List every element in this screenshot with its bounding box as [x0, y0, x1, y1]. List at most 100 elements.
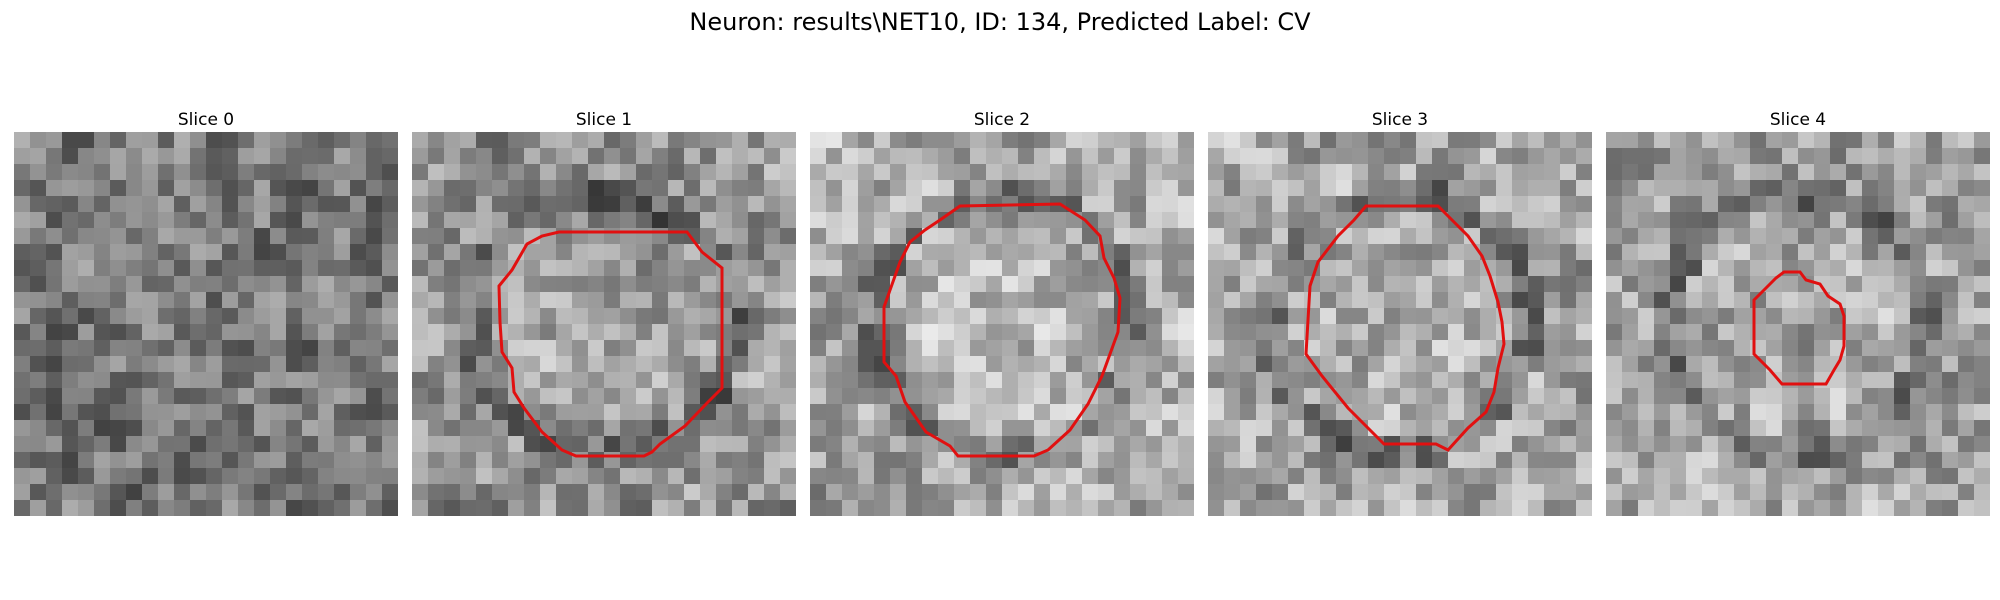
- image-pixel: [1178, 356, 1194, 373]
- image-pixel: [206, 388, 223, 405]
- image-pixel: [1638, 132, 1655, 149]
- image-pixel: [1496, 148, 1513, 165]
- image-pixel: [1162, 196, 1179, 213]
- image-pixel: [476, 468, 493, 485]
- image-pixel: [1240, 180, 1257, 197]
- image-pixel: [1862, 452, 1879, 469]
- image-pixel: [1766, 260, 1783, 277]
- image-pixel: [158, 132, 175, 149]
- image-pixel: [890, 484, 907, 501]
- image-pixel: [412, 500, 429, 516]
- image-pixel: [238, 340, 255, 357]
- image-pixel: [1622, 420, 1639, 437]
- image-pixel: [524, 164, 541, 181]
- image-pixel: [954, 372, 971, 389]
- image-pixel: [334, 404, 351, 421]
- image-pixel: [476, 308, 493, 325]
- image-pixel: [428, 260, 445, 277]
- image-pixel: [858, 340, 875, 357]
- image-pixel: [1432, 260, 1449, 277]
- image-pixel: [716, 500, 733, 516]
- image-pixel: [1272, 308, 1289, 325]
- image-pixel: [1942, 148, 1959, 165]
- image-pixel: [1352, 164, 1369, 181]
- image-pixel: [1528, 420, 1545, 437]
- image-pixel: [1910, 404, 1927, 421]
- image-pixel: [906, 340, 923, 357]
- image-pixel: [254, 372, 271, 389]
- image-pixel: [1766, 420, 1783, 437]
- image-pixel: [1926, 308, 1943, 325]
- image-pixel: [874, 420, 891, 437]
- image-pixel: [1066, 356, 1083, 373]
- image-pixel: [732, 340, 749, 357]
- image-pixel: [732, 196, 749, 213]
- image-pixel: [206, 436, 223, 453]
- image-pixel: [764, 308, 781, 325]
- image-pixel: [382, 148, 398, 165]
- image-pixel: [158, 308, 175, 325]
- image-pixel: [700, 148, 717, 165]
- image-pixel: [890, 228, 907, 245]
- image-pixel: [1798, 308, 1815, 325]
- image-pixel: [748, 148, 765, 165]
- image-pixel: [764, 404, 781, 421]
- image-pixel: [922, 500, 939, 516]
- image-pixel: [174, 212, 191, 229]
- image-pixel: [874, 356, 891, 373]
- image-pixel: [890, 452, 907, 469]
- image-pixel: [826, 180, 843, 197]
- image-pixel: [874, 468, 891, 485]
- image-pixel: [938, 420, 955, 437]
- image-pixel: [334, 260, 351, 277]
- image-pixel: [604, 484, 621, 501]
- image-pixel: [254, 340, 271, 357]
- image-pixel: [1798, 212, 1815, 229]
- image-pixel: [1766, 452, 1783, 469]
- image-pixel: [1670, 292, 1687, 309]
- image-pixel: [572, 148, 589, 165]
- image-pixel: [588, 356, 605, 373]
- image-pixel: [1846, 356, 1863, 373]
- image-pixel: [1400, 388, 1417, 405]
- image-pixel: [652, 228, 669, 245]
- image-pixel: [1162, 452, 1179, 469]
- image-pixel: [1878, 244, 1895, 261]
- image-pixel: [826, 500, 843, 516]
- image-pixel: [668, 356, 685, 373]
- image-pixel: [1034, 164, 1051, 181]
- image-pixel: [1352, 420, 1369, 437]
- image-pixel: [1894, 324, 1911, 341]
- image-pixel: [1034, 404, 1051, 421]
- image-pixel: [366, 196, 383, 213]
- image-pixel: [810, 372, 827, 389]
- image-pixel: [620, 212, 637, 229]
- image-pixel: [366, 388, 383, 405]
- image-pixel: [1528, 260, 1545, 277]
- image-pixel: [1082, 436, 1099, 453]
- image-pixel: [508, 340, 525, 357]
- image-pixel: [1942, 452, 1959, 469]
- image-pixel: [30, 260, 47, 277]
- image-pixel: [1686, 500, 1703, 516]
- image-pixel: [142, 132, 159, 149]
- image-pixel: [94, 148, 111, 165]
- image-pixel: [970, 324, 987, 341]
- image-pixel: [254, 436, 271, 453]
- image-pixel: [62, 132, 79, 149]
- image-pixel: [382, 164, 398, 181]
- image-pixel: [366, 132, 383, 149]
- image-pixel: [174, 276, 191, 293]
- image-pixel: [94, 484, 111, 501]
- image-pixel: [1034, 388, 1051, 405]
- image-pixel: [174, 420, 191, 437]
- image-pixel: [1974, 276, 1990, 293]
- image-pixel: [1560, 484, 1577, 501]
- image-pixel: [206, 244, 223, 261]
- image-pixel: [1400, 132, 1417, 149]
- image-pixel: [1272, 164, 1289, 181]
- image-pixel: [1702, 180, 1719, 197]
- image-pixel: [1670, 340, 1687, 357]
- image-pixel: [1576, 340, 1592, 357]
- image-pixel: [142, 164, 159, 181]
